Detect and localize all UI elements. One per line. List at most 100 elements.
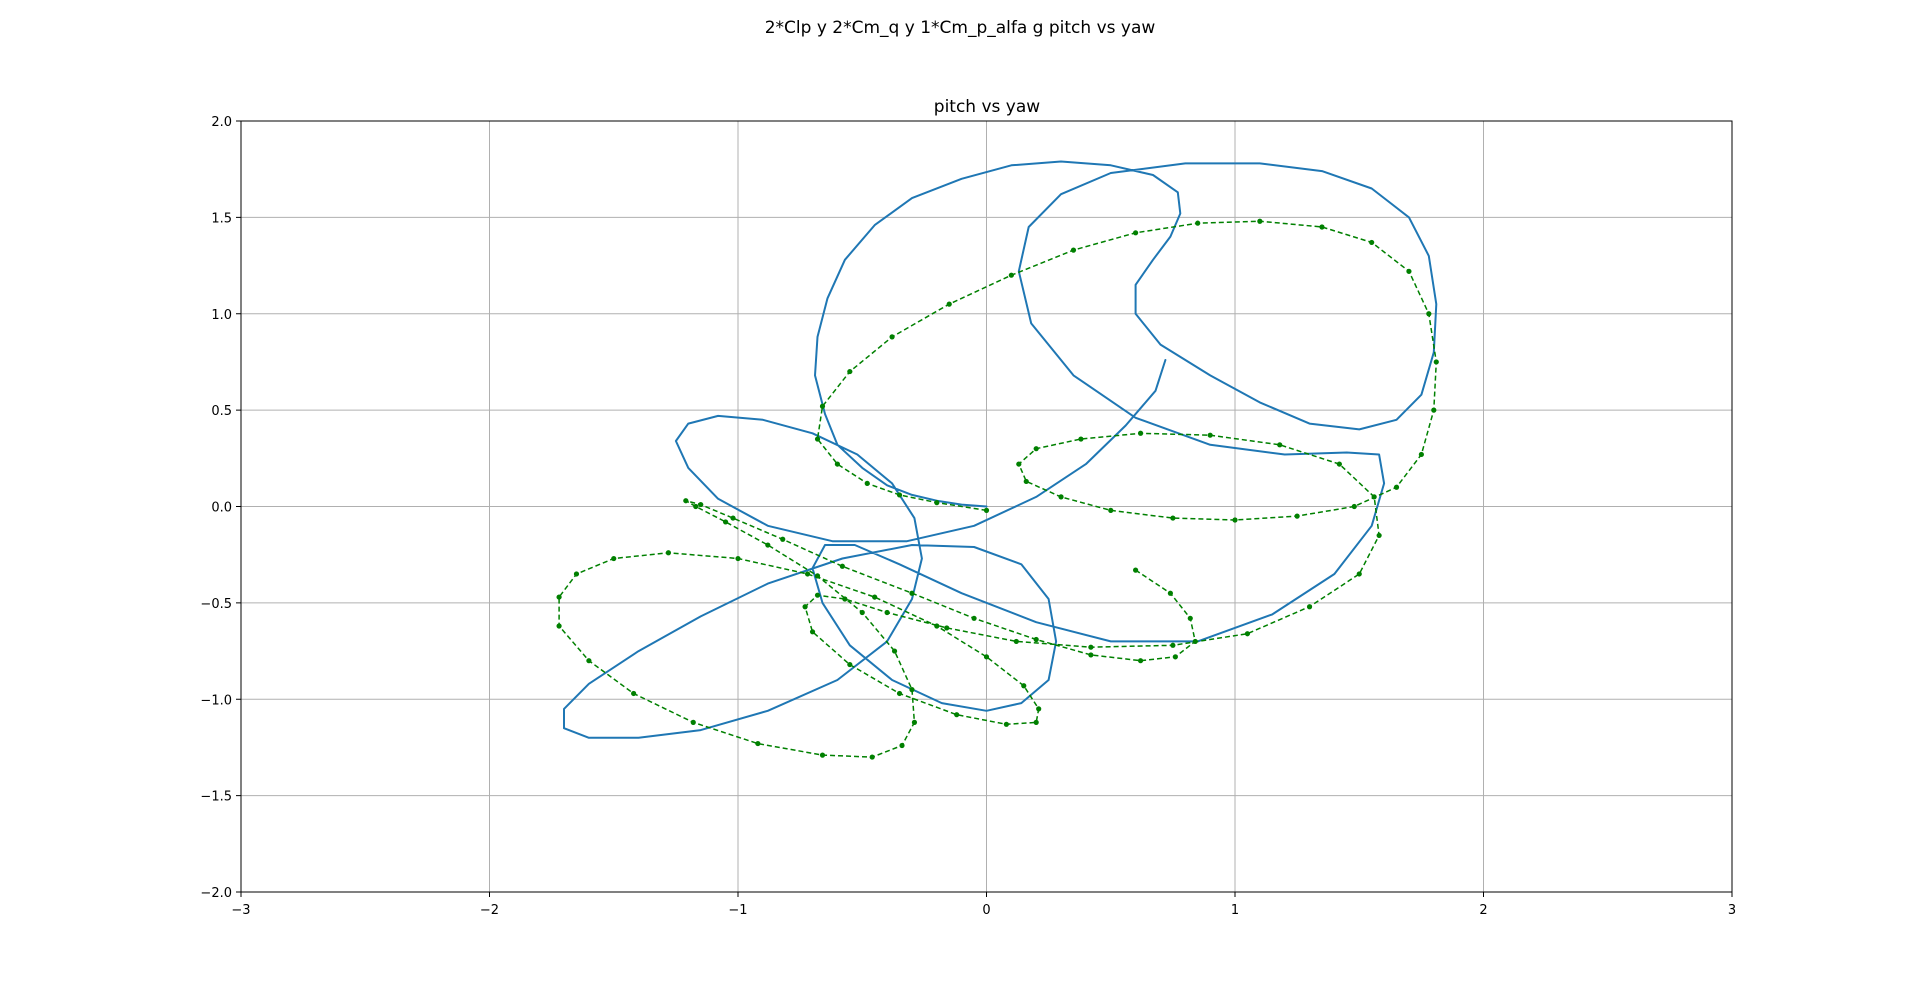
series-discrete-point <box>631 690 637 697</box>
series-discrete-point <box>834 461 841 467</box>
series-discrete-point <box>1187 615 1193 621</box>
series-discrete-point <box>1277 442 1283 448</box>
series-discrete-point <box>809 629 816 635</box>
series-discrete-point <box>556 623 562 629</box>
series-discrete-point <box>934 500 940 506</box>
series-discrete-point <box>954 712 960 718</box>
series-discrete-point <box>971 615 977 621</box>
x-tick-label: −2 <box>480 903 499 918</box>
y-tick-label: 1.5 <box>211 211 232 226</box>
series-discrete-point <box>839 563 845 569</box>
series-discrete-point <box>722 519 729 525</box>
x-tick-label: 3 <box>1728 903 1736 918</box>
series-discrete-point <box>946 301 952 307</box>
x-tick-label: 2 <box>1479 903 1487 918</box>
series-discrete-point <box>1369 239 1375 246</box>
figure-suptitle: 2*Clp y 2*Cm_q y 1*Cm_p_alfa g pitch vs … <box>765 18 1156 38</box>
series-discrete-point <box>1023 478 1029 485</box>
series-discrete-point <box>1170 515 1176 521</box>
series-discrete-point <box>1167 590 1173 596</box>
series-discrete-point <box>1137 430 1144 436</box>
series-discrete-point <box>1306 604 1313 610</box>
series-discrete-point <box>899 742 905 749</box>
series-discrete-point <box>735 555 741 562</box>
series-discrete-point <box>889 334 895 340</box>
plot-area: −3 −2 −1 0 1 2 3 −2.0 −1.5 −1.0 −0.5 0.0 0.5 1.0 1.5 2.… <box>200 115 1736 918</box>
series-discrete-point <box>911 719 918 725</box>
series-discrete-point <box>556 594 562 600</box>
y-tick-label: 1.0 <box>211 308 232 323</box>
series-discrete-line <box>558 220 1438 758</box>
series-discrete-point <box>909 687 915 693</box>
series-discrete-point <box>1426 311 1432 317</box>
series-discrete-point <box>1376 532 1382 539</box>
x-tick-label: 1 <box>1231 903 1239 918</box>
series-discrete-point <box>1078 436 1084 442</box>
series-discrete-point <box>665 550 672 556</box>
series-discrete-point <box>1195 220 1201 226</box>
series-discrete-point <box>1406 268 1412 274</box>
series-discrete-point <box>804 571 811 577</box>
axes-frame <box>240 120 1733 893</box>
series-discrete-point <box>869 754 875 760</box>
series-discrete-point <box>1137 658 1144 664</box>
series-discrete-point <box>864 480 870 486</box>
series-discrete-point <box>1192 638 1198 645</box>
series-discrete-point <box>934 623 940 629</box>
series-discrete-point <box>698 501 704 508</box>
series-discrete-point <box>1319 224 1325 230</box>
series-discrete-point <box>983 507 990 513</box>
series-discrete-point <box>573 571 580 577</box>
y-tick-label: −0.5 <box>200 597 232 612</box>
series-discrete-point <box>944 625 950 631</box>
series-discrete-point <box>814 592 821 598</box>
series-discrete-point <box>909 590 915 596</box>
series-discrete-point <box>1013 638 1019 645</box>
series-discrete-point <box>884 609 890 616</box>
y-tick-label: 0.5 <box>211 404 232 419</box>
series-discrete-point <box>1033 446 1039 452</box>
series-discrete-point <box>1207 432 1213 438</box>
series-discrete-point <box>1433 359 1439 365</box>
series-discrete-point <box>1371 494 1377 500</box>
x-tick-label: −3 <box>231 903 250 918</box>
y-tick-label: 2.0 <box>211 115 232 130</box>
series-discrete-point <box>1088 644 1094 650</box>
series-discrete-point <box>1133 230 1139 236</box>
series-discrete-point <box>847 368 853 375</box>
y-tick-label: −1.0 <box>200 693 232 708</box>
series-discrete-point <box>730 515 736 521</box>
series-discrete-point <box>1351 503 1357 510</box>
series-discrete-point <box>802 604 808 610</box>
series-discrete-point <box>1244 631 1251 637</box>
series-discrete-point <box>819 403 826 409</box>
series-discrete-point <box>1393 484 1400 490</box>
series-discrete-point <box>1036 706 1042 712</box>
series-discrete-point <box>1033 636 1039 643</box>
series-discrete-point <box>896 492 903 498</box>
series-discrete-point <box>896 690 903 697</box>
series-discrete-point <box>1431 407 1437 413</box>
axes-title: pitch vs yaw <box>934 97 1041 117</box>
series-discrete-point <box>1294 513 1300 519</box>
series-discrete-point <box>1088 652 1094 658</box>
series-discrete-point <box>693 503 699 510</box>
series-discrete-point <box>1008 272 1014 278</box>
series-discrete-point <box>1257 218 1263 224</box>
x-tick-label: −1 <box>728 903 747 918</box>
series-discrete-point <box>1070 247 1077 253</box>
series-discrete-point <box>765 542 771 548</box>
series-discrete-point <box>842 596 848 602</box>
series-discrete-point <box>847 661 853 668</box>
series-discrete-point <box>755 740 761 747</box>
series-discrete-point <box>983 654 990 660</box>
y-tick-label: 0.0 <box>211 501 232 516</box>
series-discrete-point <box>690 719 696 725</box>
series-discrete-point <box>1356 571 1362 577</box>
series-discrete-point <box>1133 567 1139 573</box>
series-discrete-point <box>1021 683 1027 689</box>
series-discrete-point <box>819 752 826 758</box>
series-discrete-point <box>1033 719 1039 725</box>
series-discrete-point <box>814 573 821 579</box>
